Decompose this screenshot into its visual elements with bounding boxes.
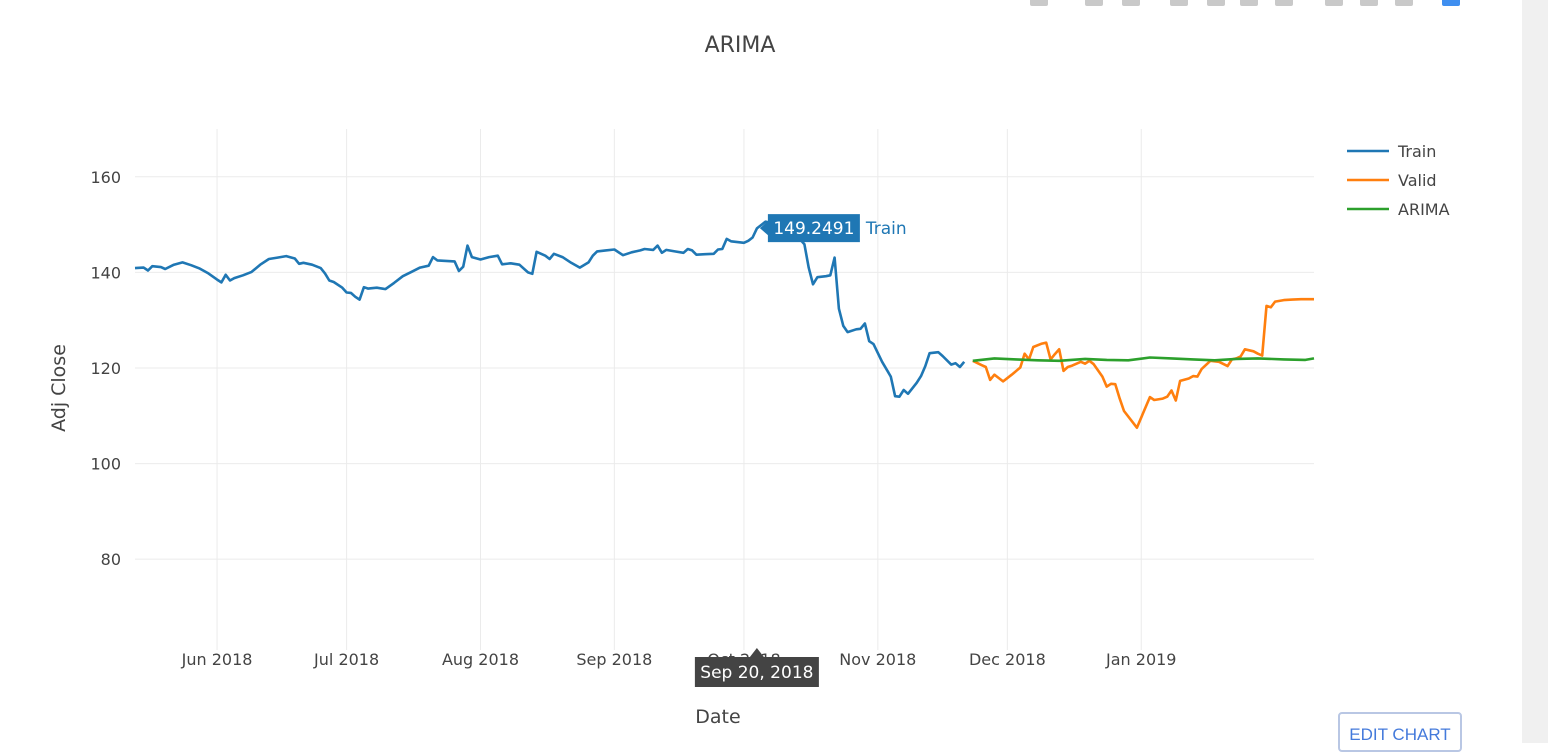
- legend-label: Train: [1397, 142, 1436, 161]
- home-icon[interactable]: [1275, 0, 1293, 6]
- chart-title: ARIMA: [705, 33, 776, 58]
- series-line-train[interactable]: [134, 220, 966, 398]
- x-axis-title: Date: [695, 706, 740, 728]
- compare-icon[interactable]: [1360, 0, 1378, 6]
- plotly-logo-icon[interactable]: [1442, 0, 1460, 6]
- page-scrollbar[interactable]: [1522, 0, 1548, 743]
- hover-series-label: Train: [865, 219, 907, 239]
- pan-icon[interactable]: [1122, 0, 1140, 6]
- hover-value-label: 149.2491: [773, 219, 854, 239]
- series-line-valid[interactable]: [972, 297, 1314, 429]
- autoscale-icon[interactable]: [1240, 0, 1258, 6]
- x-tick-label: Jun 2018: [181, 650, 253, 669]
- series-line-arima[interactable]: [972, 356, 1315, 363]
- y-tick-label: 120: [90, 359, 121, 378]
- y-axis-title: Adj Close: [48, 344, 70, 432]
- x-tick-label: Dec 2018: [969, 650, 1046, 669]
- x-gridlines: [216, 129, 1142, 650]
- hover-x-box: [694, 648, 819, 687]
- hover-x-label: Sep 20, 2018: [700, 663, 813, 683]
- camera-icon[interactable]: [1030, 0, 1048, 6]
- zoom-in-icon[interactable]: [1170, 0, 1188, 6]
- legend-item-valid[interactable]: Valid: [1347, 171, 1437, 190]
- legend-item-arima[interactable]: ARIMA: [1347, 200, 1450, 219]
- x-tick-label: Sep 2018: [576, 650, 652, 669]
- y-tick-label: 160: [90, 168, 121, 187]
- spike-icon[interactable]: [1325, 0, 1343, 6]
- legend-label: Valid: [1398, 171, 1437, 190]
- y-tick-label: 140: [90, 263, 121, 282]
- hover-tooltip: 149.2491 Train Sep 20, 2018: [694, 214, 907, 687]
- zoom-out-icon[interactable]: [1207, 0, 1225, 6]
- y-tick-label: 80: [101, 550, 121, 569]
- x-tick-label: Jul 2018: [313, 650, 379, 669]
- y-gridlines: [135, 176, 1314, 560]
- series-lines[interactable]: [134, 220, 1315, 429]
- legend-label: ARIMA: [1398, 200, 1450, 219]
- edit-chart-button[interactable]: EDIT CHART: [1338, 712, 1462, 752]
- x-tick-label: Jan 2019: [1105, 650, 1176, 669]
- y-tick-label: 100: [90, 455, 121, 474]
- hover-closest-icon[interactable]: [1395, 0, 1413, 6]
- x-tick-label: Nov 2018: [839, 650, 916, 669]
- y-axis-ticks: 80 100 120 140 160: [90, 168, 121, 569]
- legend-item-train[interactable]: Train: [1347, 142, 1436, 161]
- hover-value-box: [759, 214, 860, 243]
- x-tick-label: Aug 2018: [442, 650, 519, 669]
- legend[interactable]: Train Valid ARIMA: [1347, 142, 1450, 219]
- zoom-icon[interactable]: [1085, 0, 1103, 6]
